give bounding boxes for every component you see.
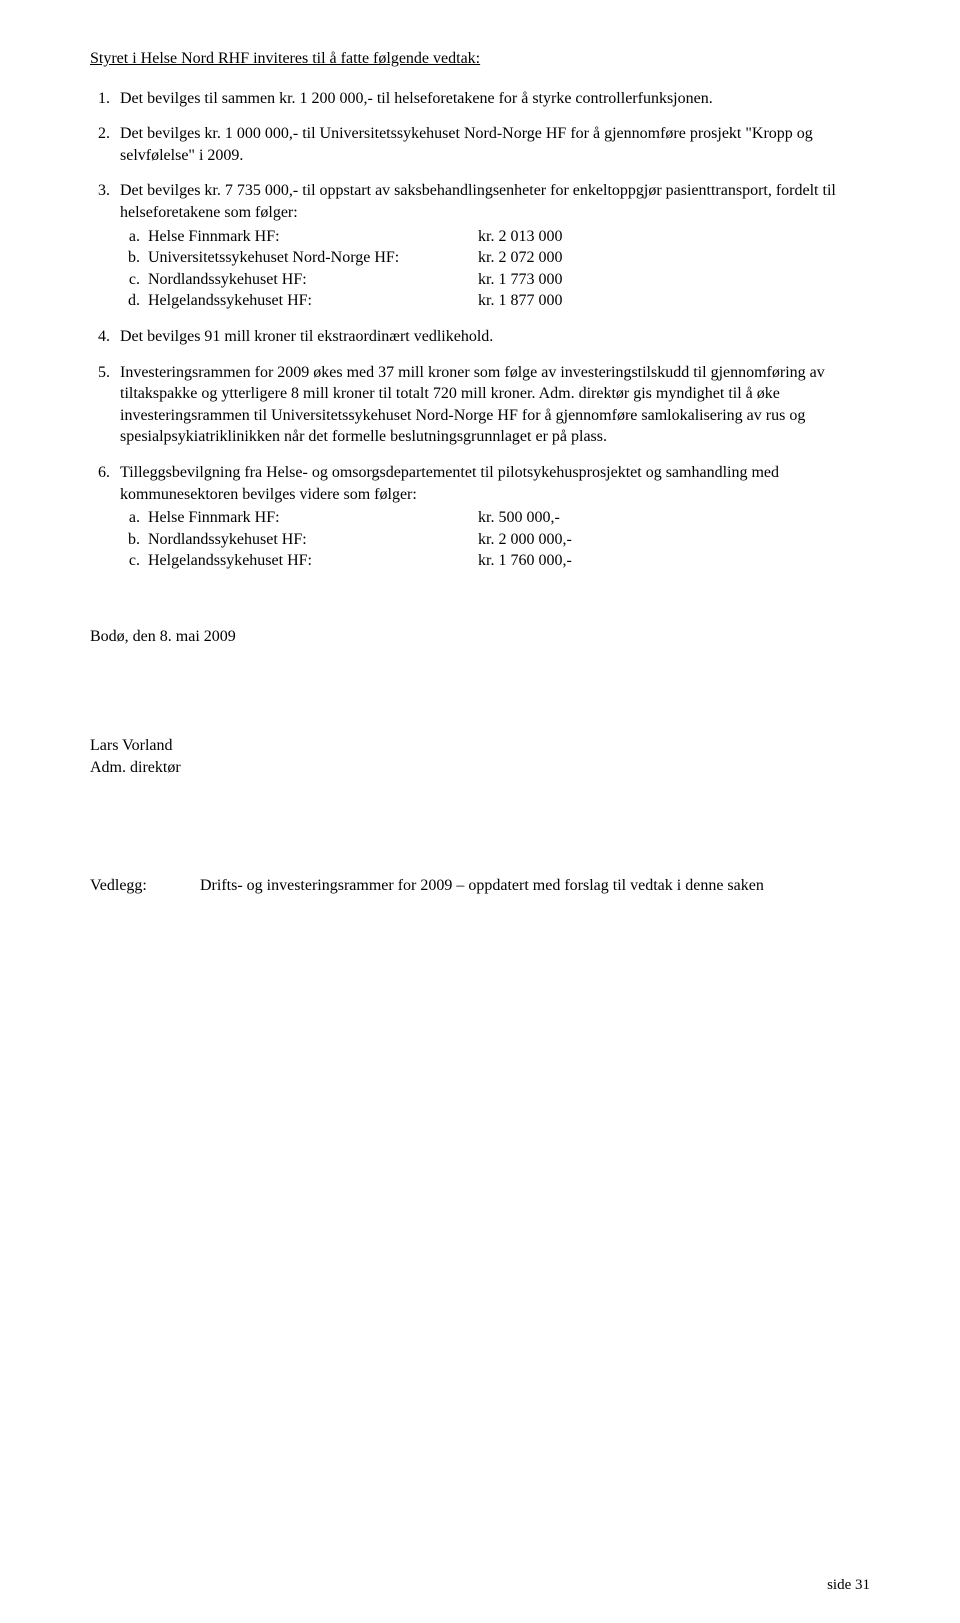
item-3-lead: Det bevilges kr. 7 735 000,- til oppstar… [120, 182, 836, 221]
item-3d-value: kr. 1 877 000 [478, 290, 562, 312]
item-6a: Helse Finnmark HF: kr. 500 000,- [144, 507, 870, 529]
item-6: Tilleggsbevilgning fra Helse- og omsorgs… [114, 462, 870, 572]
item-3d-label: Helgelandssykehuset HF: [148, 290, 478, 312]
item-1-text: Det bevilges til sammen kr. 1 200 000,- … [120, 90, 713, 107]
signatory-name: Lars Vorland [90, 735, 870, 757]
item-2-text: Det bevilges kr. 1 000 000,- til Univers… [120, 125, 813, 164]
item-3c-label: Nordlandssykehuset HF: [148, 269, 478, 291]
item-3: Det bevilges kr. 7 735 000,- til oppstar… [114, 180, 870, 312]
item-3-sublist: Helse Finnmark HF: kr. 2 013 000 Univers… [120, 226, 870, 312]
item-3b-value: kr. 2 072 000 [478, 247, 562, 269]
item-6-sublist: Helse Finnmark HF: kr. 500 000,- Nordlan… [120, 507, 870, 572]
item-3d: Helgelandssykehuset HF: kr. 1 877 000 [144, 290, 870, 312]
item-5-text: Investeringsrammen for 2009 økes med 37 … [120, 364, 825, 446]
item-6-lead: Tilleggsbevilgning fra Helse- og omsorgs… [120, 464, 779, 503]
heading: Styret i Helse Nord RHF inviteres til å … [90, 48, 870, 70]
page-number: side 31 [827, 1575, 870, 1595]
item-1: Det bevilges til sammen kr. 1 200 000,- … [114, 88, 870, 110]
item-5: Investeringsrammen for 2009 økes med 37 … [114, 362, 870, 448]
item-3a: Helse Finnmark HF: kr. 2 013 000 [144, 226, 870, 248]
place-date: Bodø, den 8. mai 2009 [90, 626, 870, 648]
item-3c-value: kr. 1 773 000 [478, 269, 562, 291]
signatory-title: Adm. direktør [90, 757, 870, 779]
item-6a-label: Helse Finnmark HF: [148, 507, 478, 529]
item-6c-label: Helgelandssykehuset HF: [148, 550, 478, 572]
item-6c-value: kr. 1 760 000,- [478, 550, 572, 572]
attachment-label: Vedlegg: [90, 875, 200, 897]
item-6b-value: kr. 2 000 000,- [478, 529, 572, 551]
item-3a-label: Helse Finnmark HF: [148, 226, 478, 248]
item-4-text: Det bevilges 91 mill kroner til ekstraor… [120, 328, 493, 345]
item-3a-value: kr. 2 013 000 [478, 226, 562, 248]
item-3b-label: Universitetssykehuset Nord-Norge HF: [148, 247, 478, 269]
document-page: Styret i Helse Nord RHF inviteres til å … [0, 0, 960, 1623]
item-6b-label: Nordlandssykehuset HF: [148, 529, 478, 551]
heading-text: Styret i Helse Nord RHF inviteres til å … [90, 50, 480, 67]
item-4: Det bevilges 91 mill kroner til ekstraor… [114, 326, 870, 348]
attachment-row: Vedlegg: Drifts- og investeringsrammer f… [90, 875, 870, 897]
item-6b: Nordlandssykehuset HF: kr. 2 000 000,- [144, 529, 870, 551]
item-2: Det bevilges kr. 1 000 000,- til Univers… [114, 123, 870, 166]
item-6c: Helgelandssykehuset HF: kr. 1 760 000,- [144, 550, 870, 572]
resolution-list: Det bevilges til sammen kr. 1 200 000,- … [90, 88, 870, 572]
attachment-text: Drifts- og investeringsrammer for 2009 –… [200, 875, 870, 897]
item-3b: Universitetssykehuset Nord-Norge HF: kr.… [144, 247, 870, 269]
item-6a-value: kr. 500 000,- [478, 507, 560, 529]
item-3c: Nordlandssykehuset HF: kr. 1 773 000 [144, 269, 870, 291]
